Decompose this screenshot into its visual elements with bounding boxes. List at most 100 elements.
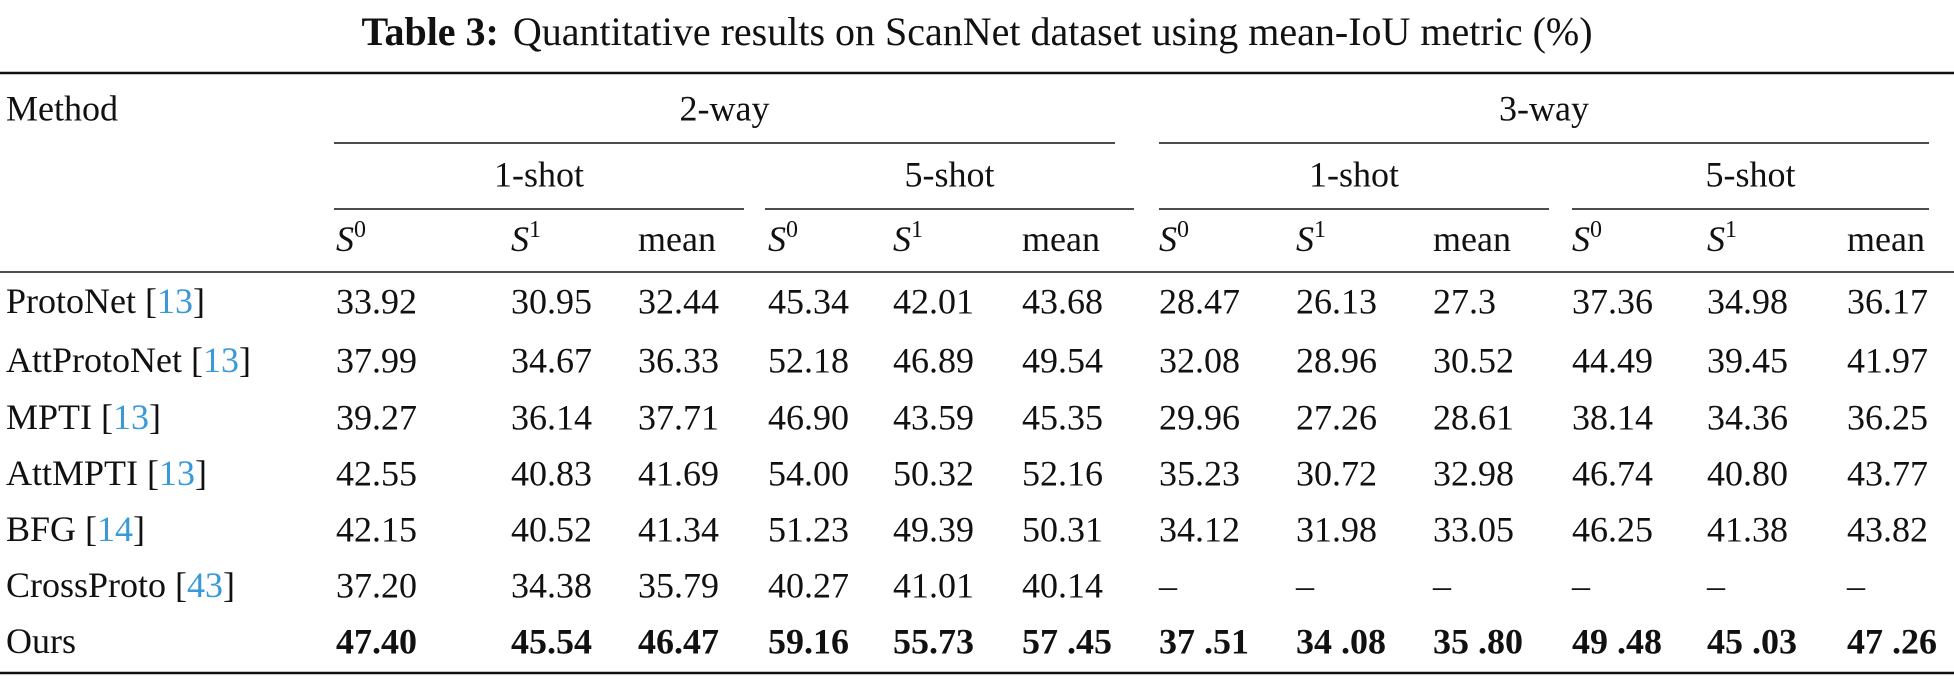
value-cell: 30.72 [1296, 453, 1377, 493]
value-cell: 45.34 [768, 281, 849, 321]
shot-header: 5-shot [1706, 154, 1796, 194]
value-cell: – [1846, 565, 1866, 605]
value-cell: 54.00 [768, 453, 849, 493]
value-cell: 43.59 [893, 397, 974, 437]
symbol: S [1572, 219, 1590, 259]
value-cell: 46.90 [768, 397, 849, 437]
group-header: 3-way [1499, 88, 1589, 128]
superscript: 0 [354, 217, 366, 243]
value-cell: 46.25 [1572, 509, 1653, 549]
value-cell: 39.27 [336, 397, 417, 437]
method-name: ProtoNet [6, 281, 136, 321]
value-cell: 42.55 [336, 453, 417, 493]
value-cell: 47 .26 [1847, 621, 1937, 661]
symbol: S [893, 219, 911, 259]
value-cell: 57 .45 [1022, 621, 1112, 661]
value-cell: 46.74 [1572, 453, 1653, 493]
value-cell: 49.39 [893, 509, 974, 549]
value-cell: 37.36 [1572, 281, 1653, 321]
value-cell: 37 .51 [1159, 621, 1249, 661]
superscript: 1 [1314, 217, 1326, 243]
value-cell: 35 .80 [1433, 621, 1523, 661]
value-cell: 41.69 [638, 453, 719, 493]
group-header: 2-way [680, 88, 770, 128]
value-cell: 51.23 [768, 509, 849, 549]
value-cell: 34.38 [511, 565, 592, 605]
superscript: 0 [786, 217, 798, 243]
subcolumn-header: S1 [1296, 217, 1326, 260]
value-cell: 50.31 [1022, 509, 1103, 549]
label: mean [1433, 219, 1511, 259]
cite-ref: 13 [203, 340, 239, 380]
cite-bracket: [ [101, 397, 113, 437]
method-name: Ours [6, 621, 76, 661]
value-cell: 29.96 [1159, 397, 1240, 437]
caption-label: Table 3: [361, 9, 498, 54]
value-cell: 52.18 [768, 340, 849, 380]
cite-bracket: ] [149, 397, 161, 437]
value-cell: 28.96 [1296, 340, 1377, 380]
subcolumn-header: mean [1433, 219, 1511, 259]
value-cell: 46.47 [638, 621, 719, 661]
value-cell: 43.77 [1847, 453, 1928, 493]
label: mean [638, 219, 716, 259]
value-cell: 44.49 [1572, 340, 1653, 380]
subcolumn-header: mean [638, 219, 716, 259]
value-cell: 41.34 [638, 509, 719, 549]
subcolumn-header: mean [1022, 219, 1100, 259]
shot-header: 5-shot [905, 154, 995, 194]
symbol: S [511, 219, 529, 259]
method-name: AttMPTI [6, 453, 138, 493]
value-cell: 40.27 [768, 565, 849, 605]
subcolumn-header: S0 [1572, 217, 1602, 260]
cite-bracket: ] [193, 281, 205, 321]
cite-ref: 13 [159, 453, 195, 493]
value-cell: 40.80 [1707, 453, 1788, 493]
value-cell: 34.12 [1159, 509, 1240, 549]
value-cell: 47.40 [336, 621, 417, 661]
subcolumn-header: mean [1847, 219, 1925, 259]
value-cell: – [1432, 565, 1452, 605]
value-cell: 33.92 [336, 281, 417, 321]
cite-ref: 14 [97, 509, 133, 549]
method-cell: CrossProto [43] [6, 565, 235, 605]
value-cell: – [1295, 565, 1315, 605]
method-name: CrossProto [6, 565, 166, 605]
cite-bracket: [ [175, 565, 187, 605]
method-cell: ProtoNet [13] [6, 281, 205, 321]
shot-header: 1-shot [494, 154, 584, 194]
value-cell: 49.54 [1022, 340, 1103, 380]
method-cell: BFG [14] [6, 509, 145, 549]
subcolumn-header: S1 [893, 217, 923, 260]
value-cell: – [1158, 565, 1178, 605]
method-cell: Ours [6, 621, 76, 661]
value-cell: 45.35 [1022, 397, 1103, 437]
value-cell: 52.16 [1022, 453, 1103, 493]
value-cell: 26.13 [1296, 281, 1377, 321]
value-cell: 35.79 [638, 565, 719, 605]
value-cell: 32.98 [1433, 453, 1514, 493]
caption-text: Quantitative results on ScanNet dataset … [513, 9, 1593, 54]
label: mean [1847, 219, 1925, 259]
subcolumn-header: S0 [1159, 217, 1189, 260]
value-cell: 43.68 [1022, 281, 1103, 321]
cite-bracket: ] [223, 565, 235, 605]
method-name: AttProtoNet [6, 340, 182, 380]
value-cell: 32.08 [1159, 340, 1240, 380]
method-cell: AttMPTI [13] [6, 453, 207, 493]
method-cell: MPTI [13] [6, 397, 161, 437]
value-cell: – [1571, 565, 1591, 605]
value-cell: – [1706, 565, 1726, 605]
value-cell: 45.54 [511, 621, 592, 661]
superscript: 1 [1725, 217, 1737, 243]
label: mean [1022, 219, 1100, 259]
symbol: S [1707, 219, 1725, 259]
value-cell: 34 .08 [1296, 621, 1386, 661]
superscript: 1 [529, 217, 541, 243]
cite-ref: 13 [113, 397, 149, 437]
value-cell: 36.17 [1847, 281, 1928, 321]
cite-bracket: [ [191, 340, 203, 380]
value-cell: 31.98 [1296, 509, 1377, 549]
shot-header: 1-shot [1309, 154, 1399, 194]
symbol: S [768, 219, 786, 259]
